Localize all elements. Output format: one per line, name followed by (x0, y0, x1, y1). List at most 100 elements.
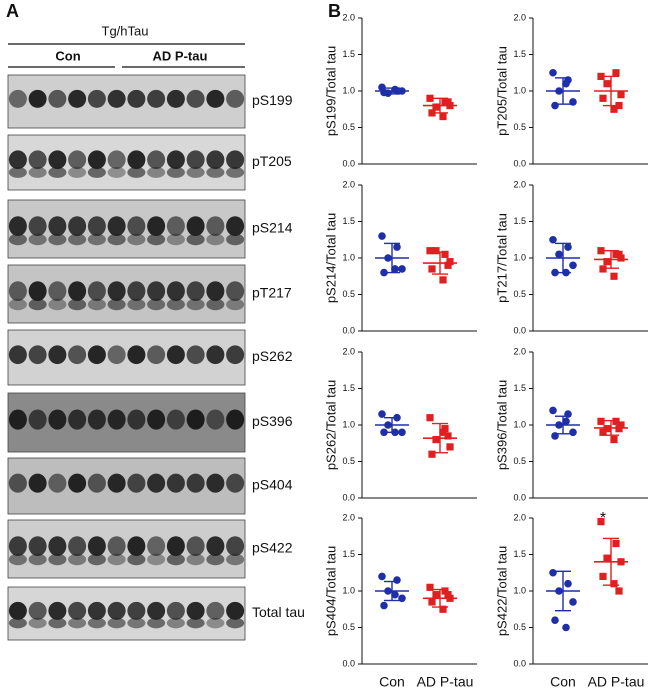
blot-band (8, 536, 27, 556)
y-tick-label: 0.5 (513, 456, 526, 466)
blot-band (48, 473, 67, 493)
y-axis-label: pS262/Total tau (323, 380, 338, 470)
data-point (617, 91, 625, 99)
y-tick-label: 1.5 (342, 216, 355, 226)
blot-band (206, 601, 225, 620)
blot-band (186, 150, 205, 170)
blot-label: pS199 (252, 92, 293, 108)
blot-band (127, 553, 146, 566)
blot-band (87, 150, 106, 170)
y-tick-label: 0.5 (342, 622, 355, 632)
data-point (439, 605, 447, 613)
y-tick-label: 1.0 (513, 85, 526, 95)
blot-band (87, 473, 106, 493)
y-tick-label: 2.0 (342, 179, 355, 189)
blot-band (28, 345, 47, 365)
blot-band (107, 298, 126, 311)
blot-band (48, 409, 67, 430)
blot-label: pS262 (252, 348, 293, 364)
group-title: Tg/hTau (102, 23, 149, 38)
blot-band (166, 150, 185, 170)
blot-band (8, 617, 27, 629)
blot-band (147, 473, 166, 493)
data-point (562, 79, 570, 88)
data-point (380, 601, 388, 610)
blot-band (206, 216, 225, 236)
blot (7, 74, 246, 129)
blot-band (166, 345, 185, 365)
data-point (380, 88, 388, 97)
blot-band (28, 536, 47, 556)
blot-band (28, 298, 47, 311)
y-tick-label: 1.5 (513, 49, 526, 59)
data-point (599, 265, 607, 273)
blot-band (68, 233, 87, 246)
blot-band (48, 216, 67, 236)
blot-band (147, 298, 166, 311)
blot-band (68, 216, 87, 236)
y-tick-label: 0.5 (342, 456, 355, 466)
blot-band (127, 233, 146, 246)
y-tick-label: 1.5 (342, 383, 355, 393)
blot-band (186, 345, 205, 365)
y-axis-label: pS404/Total tau (323, 546, 338, 636)
blot (7, 199, 246, 259)
data-point (426, 414, 434, 422)
blot (7, 392, 246, 453)
y-tick-label: 0.0 (342, 325, 355, 335)
blot-band (147, 536, 166, 556)
data-point (597, 72, 605, 80)
blot-band (226, 601, 245, 620)
y-tick-label: 1.5 (513, 383, 526, 393)
data-point (444, 98, 452, 106)
data-point (564, 243, 572, 251)
y-tick-label: 1.5 (513, 549, 526, 559)
data-point (555, 250, 563, 259)
data-point (617, 254, 625, 262)
data-point (439, 276, 447, 284)
blot-band (68, 601, 87, 620)
blot-band (68, 166, 87, 178)
y-tick-label: 0.0 (513, 658, 526, 668)
data-point (597, 518, 605, 526)
blot-band (186, 233, 205, 246)
y-tick-label: 0.0 (513, 492, 526, 502)
data-point (615, 250, 623, 258)
blot-band (206, 233, 225, 246)
data-point (597, 417, 605, 425)
blot-band (166, 281, 185, 301)
y-tick-label: 1.0 (342, 419, 355, 429)
y-tick-label: 1.0 (342, 252, 355, 262)
blot-band (206, 553, 225, 566)
blot-band (48, 553, 67, 566)
x-tick-label: Con (550, 674, 576, 690)
blot-band (166, 617, 185, 629)
data-point (441, 250, 449, 258)
blot-band (28, 601, 47, 620)
blot-band (127, 281, 146, 301)
blot-band (28, 473, 47, 493)
blot-band (68, 345, 87, 365)
blot-band (147, 150, 166, 170)
annotation: * (600, 510, 606, 527)
y-tick-label: 0.5 (342, 122, 355, 132)
y-tick-label: 0.0 (342, 158, 355, 168)
data-point (393, 243, 401, 251)
blot-band (48, 536, 67, 556)
data-point (610, 436, 618, 444)
blot-band (28, 150, 47, 170)
blot-band (28, 553, 47, 566)
blot-band (226, 553, 245, 566)
blot-label: Total tau (252, 604, 305, 620)
blot-band (226, 617, 245, 629)
blot-band (127, 601, 146, 620)
blot-band (87, 233, 106, 246)
blot-band (226, 89, 245, 108)
y-tick-label: 1.5 (342, 49, 355, 59)
data-point (444, 591, 452, 599)
data-point (615, 587, 623, 595)
blot-band (186, 298, 205, 311)
blot-band (107, 601, 126, 620)
